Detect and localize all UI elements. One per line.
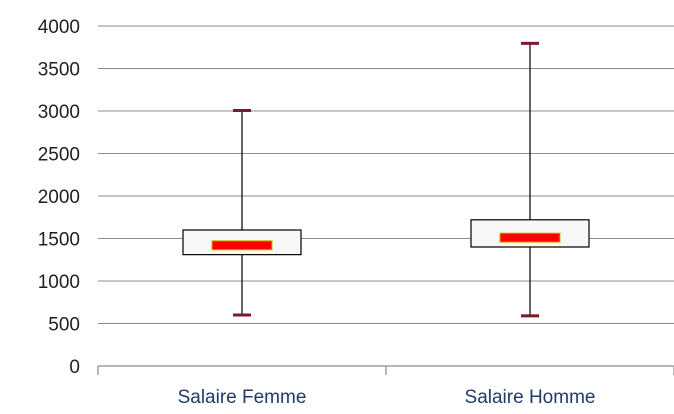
median-marker [211, 240, 273, 251]
box-femme [182, 109, 302, 317]
max-cap [233, 109, 251, 112]
y-axis-tick-labels: 0 500 1000 1500 2000 2500 3000 3500 4000 [38, 17, 80, 378]
y-tick-label: 500 [48, 315, 80, 336]
y-tick-label: 0 [69, 357, 80, 378]
x-axis [97, 365, 674, 375]
max-cap [521, 41, 539, 45]
box-homme [470, 41, 590, 318]
min-cap [521, 314, 539, 318]
gridlines [98, 25, 674, 324]
y-tick-label: 4000 [38, 17, 80, 38]
x-axis-category-labels: Salaire Femme Salaire Homme [178, 387, 596, 408]
y-tick-label: 3500 [38, 60, 80, 81]
min-cap [233, 313, 251, 317]
y-tick-label: 2000 [38, 187, 80, 208]
y-tick-label: 2500 [38, 145, 80, 166]
median-marker [499, 232, 561, 243]
boxes [182, 41, 590, 318]
x-category-label: Salaire Homme [465, 387, 596, 408]
y-tick-label: 3000 [38, 102, 80, 123]
x-category-label: Salaire Femme [178, 387, 307, 408]
y-tick-label: 1500 [38, 230, 80, 251]
y-tick-label: 1000 [38, 272, 80, 293]
